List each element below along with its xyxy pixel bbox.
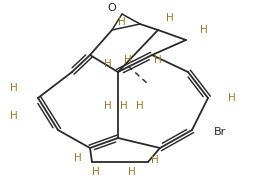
Text: H: H xyxy=(104,59,112,69)
Text: H: H xyxy=(153,55,161,65)
Text: H: H xyxy=(10,83,18,93)
Text: H: H xyxy=(74,153,82,163)
Text: H: H xyxy=(124,55,131,65)
Text: H: H xyxy=(151,155,158,165)
Text: H: H xyxy=(199,25,207,35)
Text: H: H xyxy=(104,101,112,111)
Text: H: H xyxy=(10,111,18,121)
Text: H: H xyxy=(165,13,173,23)
Text: H: H xyxy=(118,17,125,27)
Text: O: O xyxy=(107,3,116,13)
Text: H: H xyxy=(92,167,100,177)
Text: H: H xyxy=(136,101,143,111)
Text: H: H xyxy=(128,167,135,177)
Text: Br: Br xyxy=(213,127,225,137)
Text: H: H xyxy=(120,101,127,111)
Text: H: H xyxy=(227,93,235,103)
